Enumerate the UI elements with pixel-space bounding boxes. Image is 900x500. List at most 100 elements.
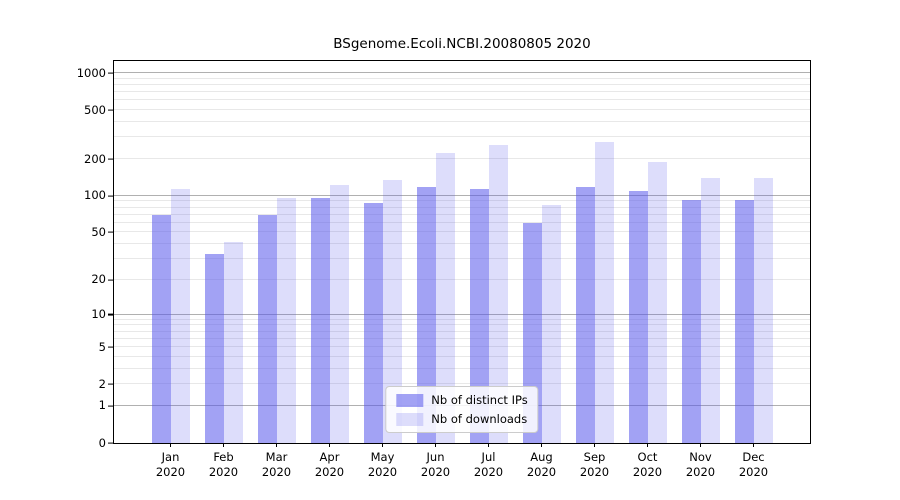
x-tick-label: May 2020 [367, 450, 398, 479]
bar-distinct-ips [734, 200, 754, 443]
bar-cluster-mar [250, 61, 303, 443]
y-tick-mark [108, 383, 114, 385]
gridline-minor [114, 221, 810, 223]
bar-cluster-nov [674, 61, 727, 443]
x-tick-mark [647, 443, 648, 447]
x-tick-mark [223, 443, 224, 447]
gridline-minor [114, 243, 810, 245]
gridline-minor [114, 346, 810, 348]
gridline-major [114, 194, 810, 196]
x-tick-aug: Aug 2020 [515, 443, 568, 480]
bar-downloads [435, 152, 455, 443]
x-tick-label: Jul 2020 [473, 450, 504, 479]
bar-distinct-ips [151, 214, 171, 443]
bar-cluster-sep [568, 61, 621, 443]
bar-downloads [223, 241, 243, 443]
bar-cluster-jul [462, 61, 515, 443]
gridline-minor [114, 84, 810, 86]
legend-row-distinct-ips: Nb of distinct IPs [396, 393, 528, 407]
x-tick-apr: Apr 2020 [303, 443, 356, 480]
x-tick-oct: Oct 2020 [621, 443, 674, 480]
x-tick-label: Dec 2020 [738, 450, 769, 479]
legend-swatch-downloads [396, 412, 424, 426]
bar-downloads [647, 161, 667, 443]
gridline-minor [114, 158, 810, 160]
x-tick-jun: Jun 2020 [409, 443, 462, 480]
x-tick-label: Jun 2020 [420, 450, 451, 479]
y-tick-label: 1 [98, 398, 106, 413]
x-tick-label: Oct 2020 [632, 450, 663, 479]
gridline-minor [114, 337, 810, 339]
gridline-major [114, 72, 810, 74]
x-tick-mark [700, 443, 701, 447]
y-tick-label: 2 [98, 376, 106, 391]
x-tick-nov: Nov 2020 [674, 443, 727, 480]
gridline-minor [114, 231, 810, 233]
x-tick-jan: Jan 2020 [144, 443, 197, 480]
y-tick-mark [108, 346, 114, 348]
legend-swatch-distinct-ips [396, 393, 424, 407]
bar-downloads [594, 141, 614, 443]
gridline-minor [114, 109, 810, 111]
x-tick-mark [753, 443, 754, 447]
bar-distinct-ips [363, 202, 383, 443]
gridline-minor [114, 213, 810, 215]
bar-distinct-ips [628, 190, 648, 443]
gridline-minor [114, 318, 810, 320]
bar-downloads [170, 188, 190, 443]
plot-area: Nb of distinct IPs Nb of downloads 0 1 2 5 1… [77, 60, 811, 479]
y-tick-label: 200 [84, 151, 106, 166]
gridline-minor [114, 91, 810, 93]
x-tick-mark [541, 443, 542, 447]
x-tick-mark [170, 443, 171, 447]
bar-downloads [329, 185, 349, 443]
x-tick-label: Apr 2020 [314, 450, 345, 479]
y-tick-label: 50 [91, 224, 106, 239]
bar-cluster-jan [144, 61, 197, 443]
bar-distinct-ips [310, 198, 330, 443]
x-axis: Jan 2020 Feb 2020 Mar 2020 Apr 2020 May 2020… [114, 443, 810, 480]
gridline-minor [114, 355, 810, 357]
y-tick-mark [108, 195, 114, 197]
x-tick-dec: Dec 2020 [727, 443, 780, 480]
gridline-minor [114, 200, 810, 202]
bar-distinct-ips [469, 189, 489, 443]
bar-distinct-ips [204, 254, 224, 443]
x-tick-mark [382, 443, 383, 447]
legend-row-downloads: Nb of downloads [396, 412, 527, 426]
x-tick-sep: Sep 2020 [568, 443, 621, 480]
bar-cluster-dec [727, 61, 780, 443]
legend: Nb of distinct IPs Nb of downloads [385, 386, 539, 433]
gridline-minor [114, 258, 810, 260]
y-tick-label: 100 [84, 188, 106, 203]
x-tick-mark [488, 443, 489, 447]
legend-label-downloads: Nb of downloads [431, 412, 528, 426]
x-tick-label: Jan 2020 [155, 450, 186, 479]
y-tick-mark [108, 109, 114, 111]
x-tick-mark [594, 443, 595, 447]
y-tick-label: 0 [98, 435, 106, 450]
y-tick-label: 10 [91, 306, 106, 321]
bar-downloads [753, 177, 773, 443]
bar-distinct-ips [575, 186, 595, 443]
gridline-minor [114, 367, 810, 369]
x-tick-may: May 2020 [356, 443, 409, 480]
gridline-minor [114, 383, 810, 385]
x-tick-label: Nov 2020 [685, 450, 716, 479]
bar-cluster-jun [409, 61, 462, 443]
y-tick-mark [108, 72, 114, 74]
chart-title: BSgenome.Ecoli.NCBI.20080805 2020 [333, 36, 591, 52]
x-tick-mark [329, 443, 330, 447]
y-tick-label: 500 [84, 102, 106, 117]
bar-cluster-may [356, 61, 409, 443]
bar-cluster-apr [303, 61, 356, 443]
gridline-minor [114, 324, 810, 326]
bar-distinct-ips [416, 187, 436, 443]
gridlines [114, 61, 810, 443]
bars-row [114, 61, 810, 443]
bar-cluster-oct [621, 61, 674, 443]
bar-downloads [276, 198, 296, 443]
gridline-minor [114, 136, 810, 138]
x-tick-feb: Feb 2020 [197, 443, 250, 480]
